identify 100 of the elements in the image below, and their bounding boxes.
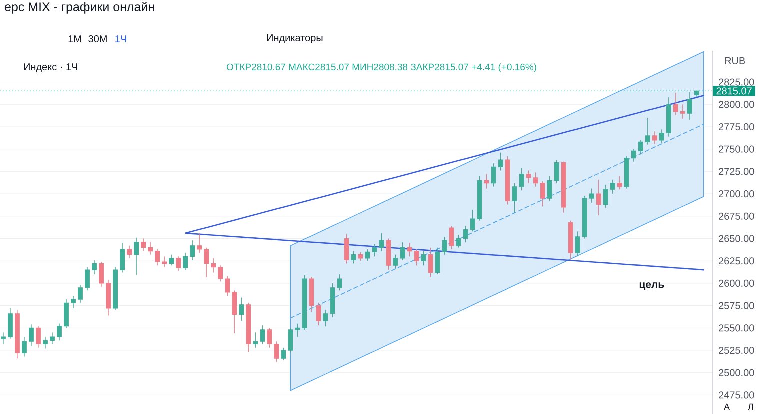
candlestick bbox=[568, 220, 574, 261]
candlestick bbox=[295, 323, 300, 338]
candlestick bbox=[351, 250, 356, 264]
candlestick bbox=[22, 336, 27, 358]
candlestick bbox=[673, 92, 678, 116]
text: Индикаторы bbox=[267, 34, 323, 44]
candlestick bbox=[344, 234, 350, 264]
candlestick bbox=[596, 179, 602, 216]
candlestick bbox=[36, 326, 41, 348]
candlestick bbox=[64, 299, 69, 328]
candlestick bbox=[498, 152, 504, 172]
text: А bbox=[724, 404, 730, 410]
y-tick-label: 2675.00 bbox=[719, 212, 754, 220]
candlestick bbox=[589, 188, 594, 204]
y-axis-title: RUB bbox=[725, 58, 746, 64]
candlestick bbox=[582, 196, 588, 240]
y-tick-label: 2750.00 bbox=[719, 146, 754, 153]
candlestick bbox=[470, 210, 476, 232]
candlestick bbox=[421, 250, 426, 266]
candlestick bbox=[386, 238, 392, 270]
candlestick bbox=[652, 131, 658, 144]
candlestick bbox=[169, 254, 174, 266]
candlestick bbox=[155, 249, 160, 266]
candlestick bbox=[400, 242, 406, 261]
candlestick bbox=[316, 302, 322, 326]
y-tick-label: 2575.00 bbox=[719, 302, 754, 310]
y-tick-label: 2625.00 bbox=[719, 258, 754, 265]
text: 1M bbox=[68, 36, 82, 42]
candlestick bbox=[190, 240, 196, 261]
candlestick bbox=[120, 242, 125, 274]
candlestick bbox=[372, 244, 378, 257]
candlestick bbox=[477, 176, 482, 222]
ref-line-label: 2815.07 bbox=[716, 88, 752, 95]
candlestick bbox=[92, 260, 97, 275]
candlestick bbox=[99, 262, 104, 288]
candlestick bbox=[127, 246, 132, 259]
candlestick bbox=[547, 176, 552, 202]
candlestick bbox=[526, 170, 532, 184]
candlestick bbox=[624, 156, 630, 189]
candlestick bbox=[253, 332, 258, 348]
y-tick-label: 2525.00 bbox=[719, 346, 754, 354]
chart-title: ерс MIX - графики онлайн bbox=[5, 2, 154, 14]
text: Индекс · 1Ч bbox=[24, 64, 78, 72]
candlestick bbox=[575, 231, 580, 257]
candlestick bbox=[631, 149, 636, 162]
candlestick bbox=[358, 252, 364, 262]
candlestick bbox=[1, 332, 6, 345]
candlestick bbox=[225, 276, 230, 296]
y-tick-label: 2775.00 bbox=[719, 123, 754, 131]
candlestick bbox=[141, 238, 146, 252]
candlestick bbox=[365, 249, 370, 262]
candlestick bbox=[393, 254, 398, 269]
candlestick bbox=[442, 236, 448, 256]
y-tick-label: 2550.00 bbox=[719, 324, 754, 332]
candlestick bbox=[15, 310, 20, 359]
y-tick-label: 2475.00 bbox=[719, 392, 754, 399]
candlestick bbox=[463, 226, 468, 243]
candlestick bbox=[43, 336, 48, 350]
candlestick bbox=[134, 238, 139, 276]
candlestick bbox=[50, 332, 55, 345]
candlestick bbox=[379, 233, 384, 252]
candlestick bbox=[309, 276, 314, 312]
candlestick bbox=[197, 233, 202, 254]
candlestick bbox=[449, 226, 454, 250]
text: 1Ч bbox=[116, 36, 126, 42]
candlestick bbox=[288, 328, 294, 354]
y-tick-label: 2800.00 bbox=[719, 101, 754, 108]
text: 30M bbox=[88, 35, 107, 43]
candlestick bbox=[211, 258, 216, 274]
candlestick bbox=[694, 90, 700, 98]
candlestick bbox=[617, 176, 622, 190]
candlestick bbox=[645, 118, 650, 146]
candlestick bbox=[554, 160, 560, 184]
candlestick bbox=[8, 308, 13, 340]
candlestick bbox=[281, 348, 286, 361]
candlestick bbox=[512, 183, 518, 214]
candlestick bbox=[204, 247, 210, 278]
candlestick bbox=[533, 172, 538, 188]
y-tick-label: 2725.00 bbox=[719, 168, 754, 176]
candlestick bbox=[428, 247, 434, 278]
text: Л bbox=[748, 404, 754, 410]
candlestick bbox=[505, 156, 510, 206]
candlestick bbox=[78, 284, 83, 304]
candlestick bbox=[610, 179, 616, 194]
candlestick bbox=[71, 296, 76, 309]
candlestick bbox=[666, 97, 672, 138]
candlestick bbox=[680, 104, 686, 120]
candlestick bbox=[148, 242, 153, 256]
annotation: ОТКР2810.67 МАКС2815.07 МИН2808.38 ЗАКР2815.07 +4.41 (+0.16%) bbox=[226, 64, 536, 72]
candlestick bbox=[85, 267, 90, 291]
candlestick bbox=[232, 290, 238, 334]
candlestick bbox=[456, 234, 462, 248]
candlestick bbox=[603, 184, 608, 209]
y-tick-label: 2825.00 bbox=[719, 78, 754, 86]
candlestick bbox=[688, 92, 692, 120]
candlestick bbox=[218, 265, 224, 282]
candlestick bbox=[414, 249, 420, 266]
candlestick bbox=[435, 247, 440, 275]
y-tick-label: 2500.00 bbox=[719, 369, 754, 376]
candlestick bbox=[267, 328, 272, 348]
